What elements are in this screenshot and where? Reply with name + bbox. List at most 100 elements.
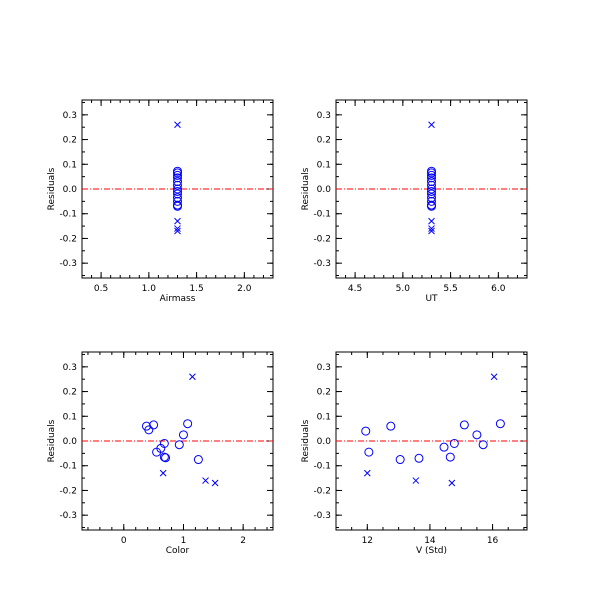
x-marker-stroke <box>428 217 435 225</box>
data-point-x <box>448 479 456 487</box>
y-axis-label: Residuals <box>47 167 57 210</box>
y-tick-label: -0.1 <box>59 462 77 472</box>
y-tick-label: 0.2 <box>63 136 77 146</box>
panel-residuals-vs-airmass: 0.5 1.0 1.5 2.0 0.3 0.2 0.1 0.0 -0.1 -0.2 -0.3 Airm… <box>47 99 274 304</box>
data-point-circle <box>472 430 482 440</box>
x-marker-stroke <box>490 373 498 381</box>
data-point-x <box>363 469 371 477</box>
x-marker-stroke <box>428 121 435 129</box>
y-tick-label: 0.0 <box>63 185 78 195</box>
data-point-circle <box>173 180 182 190</box>
data-point-x <box>211 479 219 487</box>
panel-residuals-vs-v-std: 12 14 16 0.3 0.2 0.1 0.0 -0.1 -0.2 -0.3 V (Std) Res… <box>301 351 528 556</box>
y-tick-label: -0.2 <box>313 486 331 496</box>
x-marker-stroke <box>448 479 456 487</box>
y-tick-label: 0.2 <box>63 388 77 398</box>
data-point-circle <box>173 201 182 211</box>
data-point-x <box>189 373 196 381</box>
data-point-x <box>202 477 209 484</box>
data-point-circle <box>183 419 193 429</box>
y-tick-label: 0.1 <box>63 412 77 422</box>
y-tick-label: -0.2 <box>313 234 331 244</box>
x-axis-label: UT <box>425 294 438 304</box>
y-tick-label: 0.3 <box>317 363 331 373</box>
y-tick-label: -0.3 <box>59 259 77 269</box>
y-axis-label: Residuals <box>301 167 311 210</box>
y-tick-label: 0.3 <box>317 111 331 121</box>
x-tick-label: 1 <box>181 536 187 546</box>
x-tick-label: 5.0 <box>396 284 411 294</box>
y-tick-label: 0.3 <box>63 363 77 373</box>
x-marker-stroke <box>428 225 435 232</box>
y-tick-label: 0.0 <box>63 437 78 447</box>
data-point-circle <box>427 170 436 180</box>
y-tick-label: 0.3 <box>63 111 77 121</box>
x-marker-stroke <box>211 479 219 487</box>
y-tick-label: 0.1 <box>317 160 331 170</box>
panel-residuals-vs-color: 0 1 2 0.3 0.2 0.1 0.0 -0.1 -0.2 -0.3 Color Residual… <box>47 351 274 556</box>
y-tick-label: 0.2 <box>317 136 331 146</box>
x-tick-label: 5.5 <box>443 284 457 294</box>
y-tick-label: 0.1 <box>317 412 331 422</box>
x-marker-stroke <box>428 227 435 235</box>
data-point-circle <box>173 170 182 180</box>
x-marker-stroke <box>363 469 371 477</box>
data-point-circle <box>144 425 154 435</box>
x-tick-label: 2.0 <box>237 284 252 294</box>
data-point-circle <box>173 196 182 206</box>
data-point-circle <box>478 440 488 450</box>
x-marker-stroke <box>174 121 181 129</box>
data-point-circle <box>193 455 203 465</box>
data-point-x <box>428 121 435 129</box>
x-tick-label: 12 <box>362 536 373 546</box>
data-point-circle <box>173 173 182 183</box>
data-point-circle <box>449 438 459 448</box>
x-tick-label: 1.5 <box>189 284 203 294</box>
y-tick-label: 0.0 <box>317 185 332 195</box>
data-point-circle <box>427 180 436 190</box>
data-point-x <box>174 121 181 129</box>
y-tick-label: 0.0 <box>317 437 332 447</box>
data-point-circle <box>386 421 396 431</box>
x-marker-stroke <box>412 477 420 484</box>
data-point-x <box>174 225 181 232</box>
y-tick-label: 0.2 <box>317 388 331 398</box>
data-point-circle <box>173 177 182 187</box>
panel-residuals-vs-ut: 4.5 5.0 5.5 6.0 0.3 0.2 0.1 0.0 -0.1 -0.2 -0.3 UT Re… <box>301 99 528 304</box>
x-axis-label: V (Std) <box>416 546 447 556</box>
data-point-circle <box>459 420 469 430</box>
data-point-x <box>428 217 435 225</box>
data-point-circle <box>427 196 436 206</box>
data-point-circle <box>427 173 436 183</box>
y-tick-label: -0.2 <box>59 486 77 496</box>
data-point-circle <box>427 193 436 203</box>
data-point-x <box>174 227 181 235</box>
data-point-x <box>174 217 181 225</box>
x-tick-label: 4.5 <box>348 284 362 294</box>
data-point-circle <box>173 186 182 196</box>
x-marker-stroke <box>174 225 181 232</box>
data-point-circle <box>174 440 184 450</box>
data-point-circle <box>427 201 436 211</box>
x-tick-label: 14 <box>424 536 436 546</box>
x-marker-stroke <box>202 477 209 484</box>
data-point-circle <box>427 189 436 199</box>
x-tick-label: 0.5 <box>94 284 108 294</box>
data-point-circle <box>395 455 405 465</box>
data-point-circle <box>427 168 436 178</box>
y-tick-label: -0.3 <box>59 511 77 521</box>
x-axis-label: Color <box>166 546 190 556</box>
x-tick-label: 16 <box>487 536 499 546</box>
data-point-circle <box>439 442 449 452</box>
data-point-circle <box>161 453 171 463</box>
data-point-circle <box>445 452 455 462</box>
data-point-circle <box>173 193 182 203</box>
x-tick-label: 2 <box>240 536 246 546</box>
y-axis-label: Residuals <box>301 419 311 462</box>
x-tick-label: 6.0 <box>491 284 506 294</box>
data-point-circle <box>361 426 371 436</box>
data-point-x <box>159 469 167 477</box>
data-point-x <box>428 227 435 235</box>
data-point-circle <box>414 453 424 463</box>
